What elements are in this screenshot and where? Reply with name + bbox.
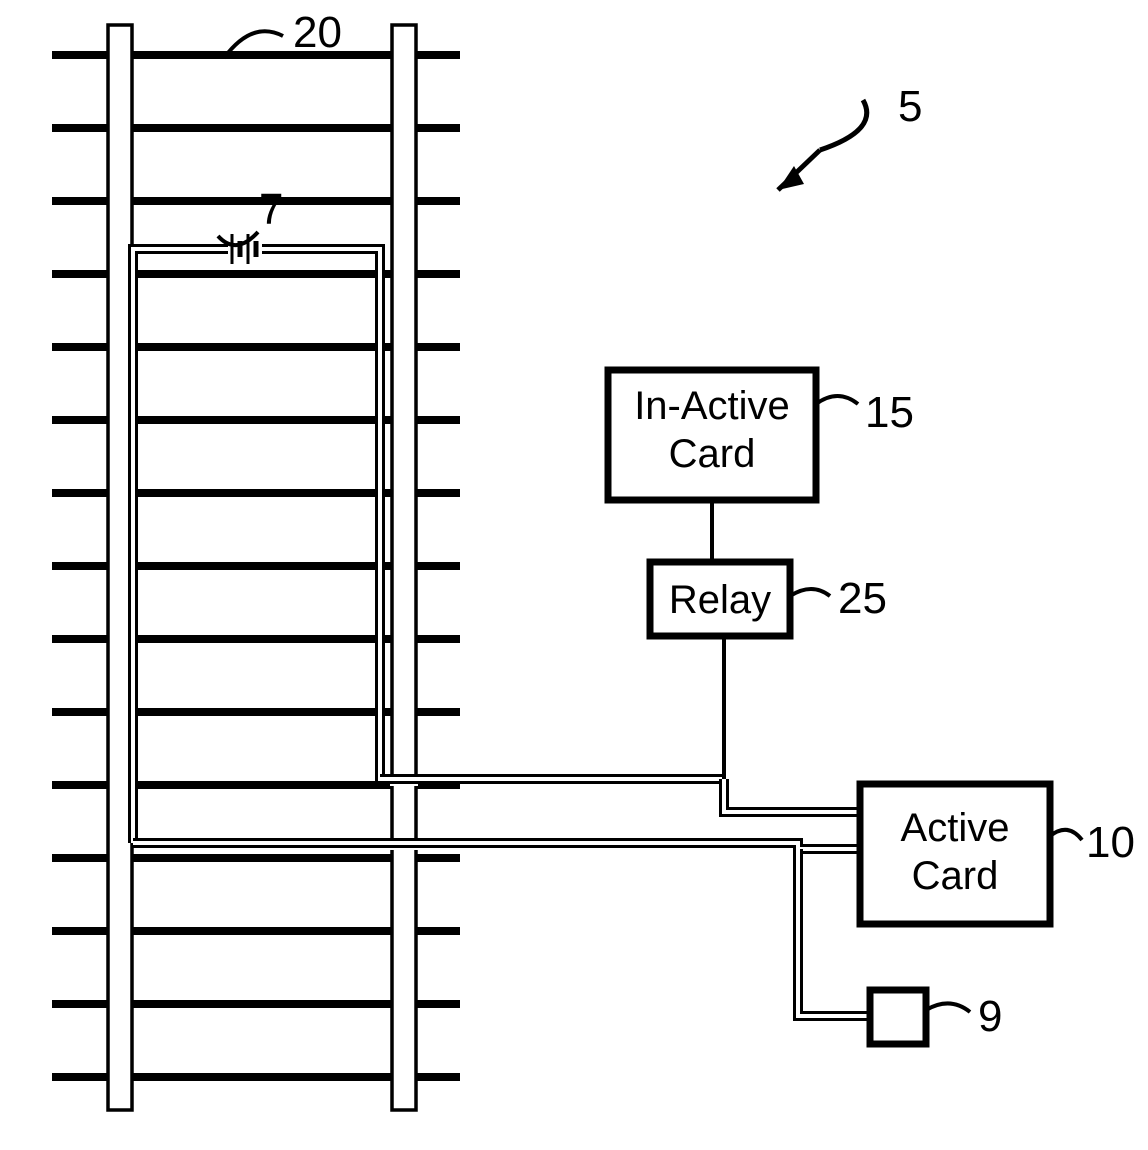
active-card-line1: Active [901,806,1010,850]
active-card-label: Active Card [860,804,1050,900]
ref-label-25: 25 [838,574,887,624]
inactive-card-line2: Card [669,432,756,476]
inactive-card-label: In-Active Card [608,382,816,478]
ref-label-7: 7 [259,185,283,235]
active-card-line2: Card [912,854,999,898]
ref-label-15: 15 [865,388,914,438]
inactive-card-line1: In-Active [634,384,790,428]
ref-label-9: 9 [978,992,1002,1042]
track-circuit-diagram [0,0,1148,1150]
ref-label-20: 20 [293,8,342,58]
small-box-9 [870,990,926,1044]
relay-label: Relay [650,576,790,624]
ref-label-5: 5 [898,82,922,132]
arrow-5 [778,100,867,190]
ref-label-10: 10 [1086,818,1135,868]
